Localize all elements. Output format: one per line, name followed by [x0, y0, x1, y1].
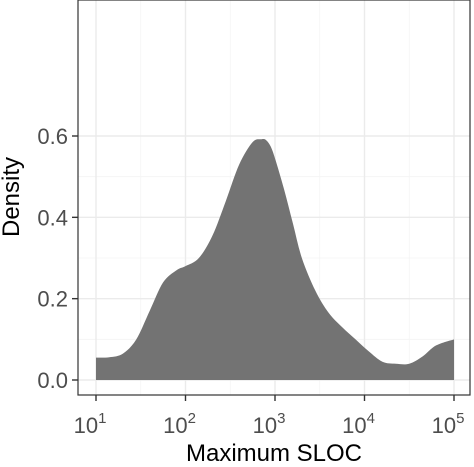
tick-labels: 0.0 0.2 0.4 0.6 101 102 103 104 105 [37, 124, 464, 438]
y-axis-title: Density [0, 157, 25, 237]
x-tick-exponent: 2 [188, 410, 196, 427]
x-tick-label: 102 [163, 410, 196, 438]
density-area [96, 139, 454, 380]
x-tick-label: 103 [253, 410, 286, 438]
x-axis-title: Maximum SLOC [186, 440, 362, 467]
x-tick-exponent: 5 [456, 410, 464, 427]
y-tick-label: 0.0 [37, 368, 68, 393]
x-tick-label: 104 [342, 410, 375, 438]
x-tick-exponent: 1 [98, 410, 106, 427]
y-tick-label: 0.4 [37, 205, 68, 230]
y-tick-label: 0.2 [37, 287, 68, 312]
x-tick-label: 101 [74, 410, 107, 438]
x-tick-exponent: 4 [367, 410, 375, 427]
y-tick-label: 0.6 [37, 124, 68, 149]
x-tick-exponent: 3 [277, 410, 285, 427]
x-tick-label: 105 [432, 410, 465, 438]
panel-border [77, 0, 471, 396]
axis-ticks [72, 135, 455, 401]
